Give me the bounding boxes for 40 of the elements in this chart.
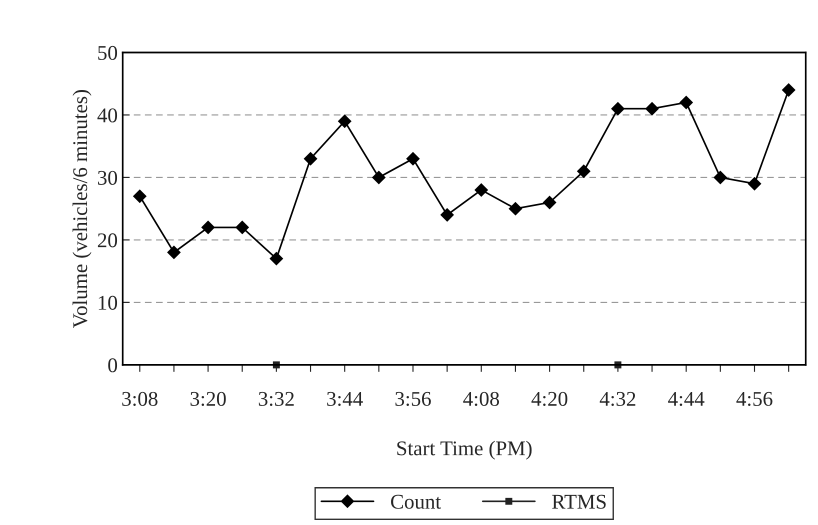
- x-tick-label: 3:44: [327, 392, 363, 406]
- point: [611, 102, 624, 116]
- y-tick-label: 20: [98, 233, 118, 248]
- point: [508, 202, 522, 216]
- x-tick-label: 4:20: [531, 392, 568, 406]
- point: [748, 177, 762, 190]
- x-tick-label: 3:08: [122, 392, 158, 406]
- point: [133, 190, 146, 203]
- point: [201, 220, 215, 234]
- x-tick-label: 3:32: [258, 392, 294, 406]
- x-axis-title: Start Time (PM): [397, 440, 532, 460]
- legend-label: Count: [391, 494, 441, 509]
- point: [406, 152, 420, 166]
- point: [543, 196, 556, 210]
- y-tick-label: 0: [108, 358, 118, 372]
- y-tick-label: 30: [98, 170, 118, 185]
- y-tick-label: 40: [97, 108, 118, 122]
- point: [270, 252, 283, 266]
- x-tick-label: 4:56: [736, 392, 772, 406]
- point: [645, 102, 659, 116]
- x-tick-label: 4:32: [600, 392, 636, 406]
- point: [577, 164, 590, 178]
- point: [372, 170, 386, 184]
- x-tick-label: 3:56: [395, 392, 431, 406]
- x-tick-label: 3:20: [190, 392, 226, 406]
- legend-label: RTMS: [552, 494, 606, 509]
- y-tick-label: 50: [98, 46, 118, 60]
- y-tick-label: 10: [98, 296, 118, 310]
- point: [782, 83, 796, 97]
- point: [714, 170, 727, 184]
- y-axis-title: Volume (vehicles/6 minutes): [72, 90, 92, 328]
- x-tick-label: 4:08: [463, 392, 500, 406]
- point: [680, 96, 693, 110]
- point: [440, 208, 454, 222]
- point: [338, 114, 352, 128]
- x-tick-label: 4:44: [668, 392, 704, 406]
- point: [236, 220, 249, 234]
- point: [304, 152, 318, 166]
- point: [474, 183, 488, 197]
- point: [167, 246, 181, 260]
